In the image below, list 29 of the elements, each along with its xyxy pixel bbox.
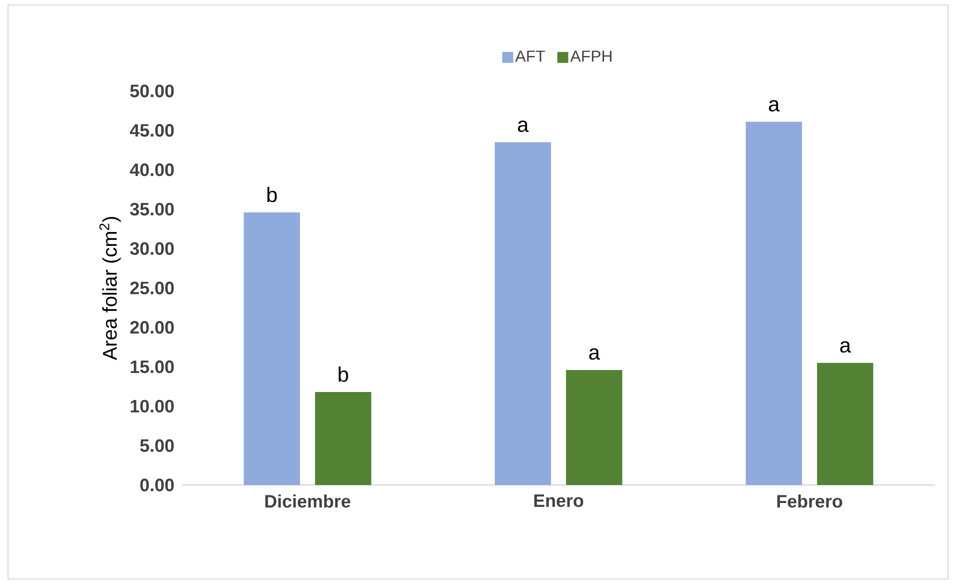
y-tick-label: 20.00 bbox=[130, 321, 174, 334]
y-tick-label: 10.00 bbox=[130, 400, 174, 413]
bar bbox=[746, 122, 802, 485]
y-tick-label: 50.00 bbox=[130, 84, 174, 98]
legend-label: AFT bbox=[515, 50, 545, 62]
y-tick-label: 5.00 bbox=[140, 439, 174, 452]
bar bbox=[566, 370, 622, 485]
y-axis-title: Area foliar (cm$^{2}$) bbox=[99, 217, 121, 360]
annotation: a bbox=[589, 348, 600, 360]
x-tick-label: Febrero bbox=[777, 494, 842, 508]
annotation: b bbox=[267, 186, 277, 202]
y-tick-label: 0.00 bbox=[140, 478, 174, 492]
annotation: a bbox=[518, 120, 529, 132]
y-tick-label: 45.00 bbox=[130, 124, 174, 137]
annotation: a bbox=[768, 100, 780, 112]
y-tick-label: 15.00 bbox=[130, 360, 174, 374]
bar bbox=[817, 362, 874, 485]
y-tick-label: 30.00 bbox=[130, 242, 174, 255]
bar bbox=[244, 212, 300, 485]
bar bbox=[315, 392, 372, 485]
annotation: b bbox=[338, 366, 348, 382]
bar bbox=[494, 142, 551, 485]
x-tick-label: Enero bbox=[534, 494, 584, 507]
annotation: a bbox=[840, 341, 851, 353]
y-tick-label: 35.00 bbox=[130, 202, 174, 216]
y-tick-label: 25.00 bbox=[130, 282, 174, 294]
x-tick-label: Diciembre bbox=[265, 494, 350, 508]
legend-label: AFPH bbox=[570, 50, 612, 62]
y-tick-label: 40.00 bbox=[130, 163, 174, 176]
